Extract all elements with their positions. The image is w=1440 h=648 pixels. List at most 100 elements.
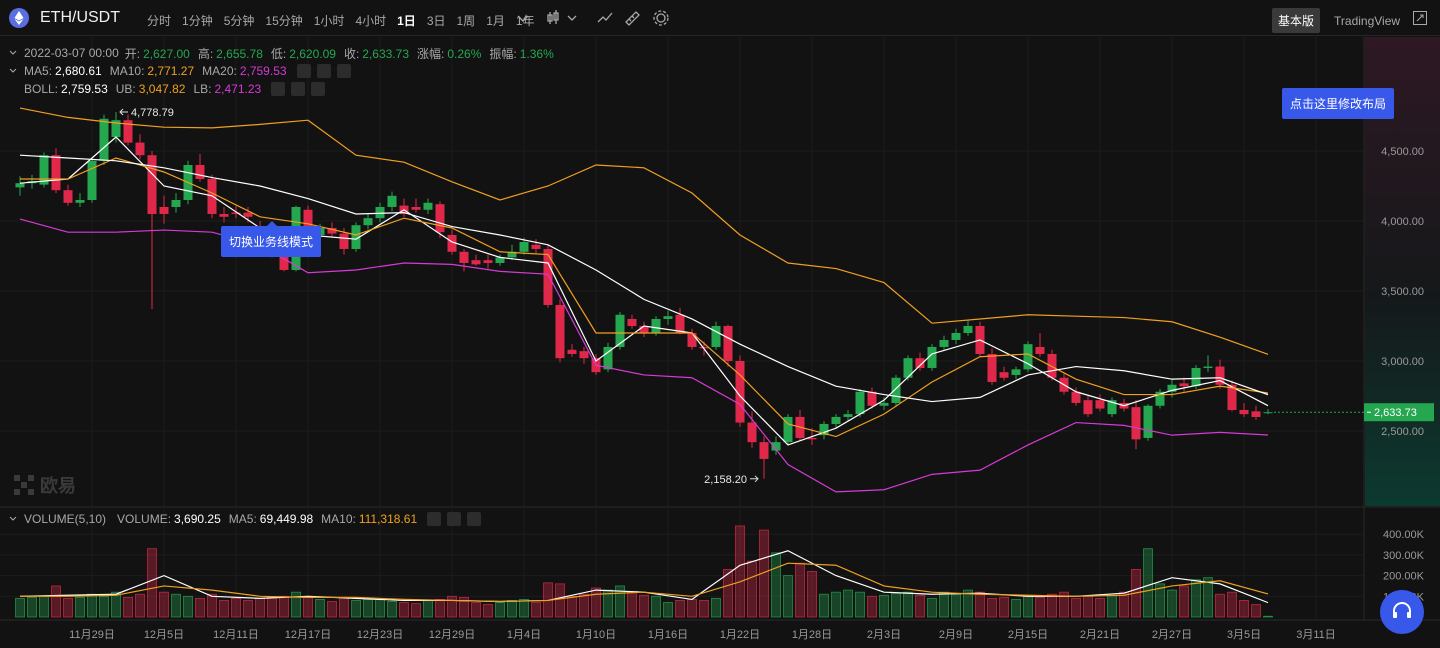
max-arrow — [119, 108, 128, 116]
candle-body — [423, 202, 433, 210]
volume-bar — [399, 602, 409, 618]
grid — [0, 37, 1364, 620]
layout-tooltip[interactable]: 点击这里修改布局 — [1282, 88, 1395, 119]
field-label: 高: — [197, 46, 214, 61]
mode[interactable]: 基本版 — [1272, 8, 1321, 33]
close-icon[interactable] — [311, 82, 326, 96]
interval[interactable]: 1月 — [486, 14, 505, 28]
volume-bar — [987, 597, 997, 618]
interval[interactable]: 1分钟 — [182, 14, 213, 28]
interval[interactable]: 4小时 — [355, 14, 387, 28]
interval[interactable]: 1年 — [515, 14, 535, 28]
legend-item: BOLL: 2,759.53 — [24, 82, 108, 96]
volume-bar — [1107, 594, 1117, 618]
candle-body — [783, 416, 793, 443]
volume-bar — [843, 589, 853, 618]
volume-bar — [783, 575, 793, 618]
volume-items: VOLUME(5,10) VOLUME: 3,690.25 MA5: 69,449.98… — [24, 512, 417, 526]
legend-name: MA5: — [24, 64, 53, 78]
settings-icon[interactable] — [291, 82, 306, 96]
collapse[interactable] — [8, 66, 18, 76]
boll-legend: BOLL: 2,759.53 UB: 3,047.82 LB: 2,471.23 — [8, 81, 326, 97]
close-icon[interactable] — [467, 512, 482, 526]
business-tooltip[interactable]: 切换业务线模式 — [221, 221, 322, 257]
indicator-line — [19, 136, 1269, 446]
candle-body — [387, 195, 397, 207]
field-label: 开: — [124, 46, 141, 61]
candle-body — [519, 241, 529, 252]
interval[interactable]: 3日 — [426, 14, 446, 28]
volume-bar — [459, 596, 469, 618]
volume-bar — [159, 591, 169, 618]
support-button[interactable] — [1380, 590, 1424, 634]
candle-body — [771, 442, 781, 451]
eye-icon[interactable] — [427, 512, 442, 526]
eye-icon[interactable] — [296, 64, 311, 78]
watermark: 欧易 — [14, 472, 76, 498]
interval[interactable]: 15分钟 — [265, 14, 303, 28]
more-intervals[interactable] — [516, 12, 530, 26]
interval[interactable]: 1日 — [397, 14, 416, 28]
volume-bar — [819, 593, 829, 618]
symbol[interactable]: ETH/USDT — [40, 9, 120, 26]
field-value: 2,655.78 — [216, 46, 263, 61]
candle-body — [879, 402, 889, 406]
volume-bar — [519, 599, 529, 618]
candle-body — [159, 206, 169, 214]
boll-items: BOLL: 2,759.53 UB: 3,047.82 LB: 2,471.23 — [24, 82, 261, 96]
candle-body — [471, 260, 481, 265]
x-tick-label: 3月5日 — [1227, 629, 1261, 641]
collapse[interactable] — [8, 48, 18, 58]
interval[interactable]: 1周 — [456, 14, 476, 28]
volume-bar — [291, 591, 301, 618]
volume-bar — [471, 602, 481, 618]
support-icon — [1393, 602, 1411, 618]
mode[interactable]: TradingView — [1334, 13, 1401, 28]
close-icon[interactable] — [336, 64, 351, 78]
candle-body — [1203, 366, 1213, 368]
max-label: 4,778.79 — [131, 107, 174, 119]
volume-bar — [243, 600, 253, 618]
volume-bar — [675, 600, 685, 618]
tool-icons — [547, 10, 669, 26]
x-tick-label: 2月21日 — [1080, 629, 1120, 641]
legend-icons — [271, 82, 326, 96]
x-tick-label: 2月9日 — [939, 629, 973, 641]
field-label: 低: — [270, 46, 287, 61]
candle-body — [999, 372, 1009, 378]
interval[interactable]: 5分钟 — [223, 14, 255, 28]
interval[interactable]: 1小时 — [313, 14, 345, 28]
volume-bar — [627, 591, 637, 618]
volume-bar — [411, 603, 421, 618]
settings-icon[interactable] — [316, 64, 331, 78]
date: 2022-03-07 00:00 — [24, 46, 119, 60]
candle-body — [1035, 346, 1045, 354]
volume-bar — [831, 591, 841, 618]
legend-value: 2,759.53 — [61, 82, 108, 96]
interval[interactable]: 分时 — [147, 14, 172, 28]
eye-icon[interactable] — [271, 82, 286, 96]
volume-bar — [495, 602, 505, 618]
collapse[interactable] — [8, 514, 18, 524]
volume-bar — [387, 601, 397, 618]
candle-body — [723, 325, 733, 361]
candle-body — [63, 190, 73, 203]
candle-body — [1047, 353, 1057, 378]
field-label: 收: — [343, 46, 360, 61]
ohlc-field: 涨幅: 0.26% — [417, 45, 481, 62]
candle-body — [639, 325, 649, 333]
candle-body — [675, 314, 685, 333]
volume-bar — [555, 583, 565, 618]
legend-name: MA10: — [321, 512, 356, 526]
volume-bar — [75, 596, 85, 618]
fullscreen[interactable] — [1412, 10, 1428, 26]
candle-body — [855, 391, 865, 415]
ohlc-field: 开: 2,627.00 — [125, 45, 190, 62]
volume-bar — [147, 548, 157, 618]
volume-bar — [423, 600, 433, 618]
field-value: 2,633.73 — [362, 46, 409, 61]
settings-icon[interactable] — [447, 512, 462, 526]
volume-bar — [759, 529, 769, 618]
volume-bar — [507, 600, 517, 618]
